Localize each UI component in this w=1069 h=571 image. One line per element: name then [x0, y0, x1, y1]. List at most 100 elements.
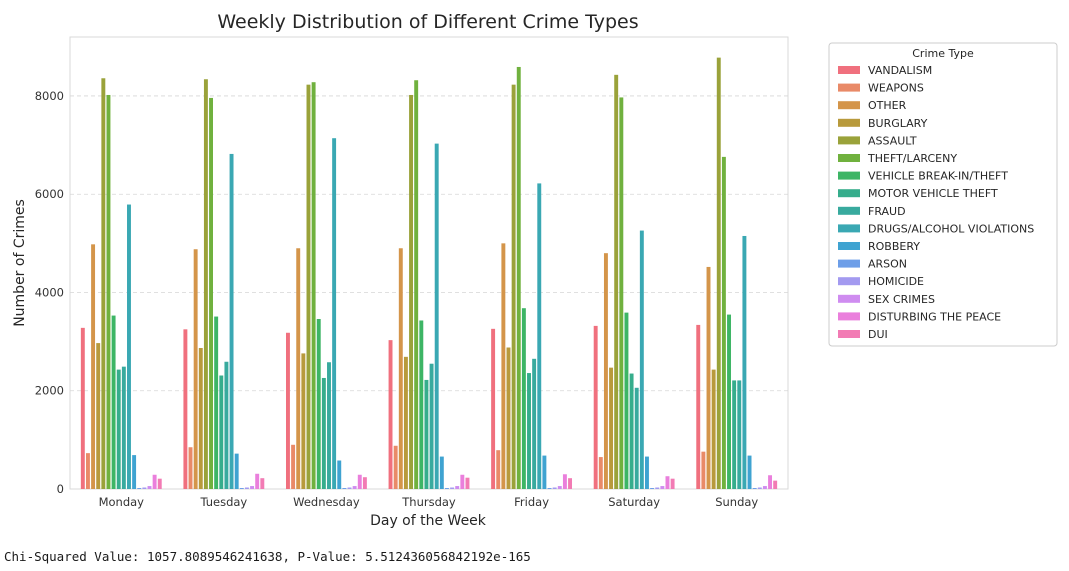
bar [85, 453, 90, 489]
bar [593, 325, 598, 489]
bar [152, 474, 157, 489]
bar [532, 358, 537, 489]
x-axis-ticks: Monday Tuesday Wednesday Thursday Friday Satu… [99, 495, 759, 509]
bar [327, 362, 331, 489]
bar [773, 480, 778, 489]
bar [296, 248, 301, 489]
bar [670, 478, 675, 489]
legend: Crime Type VANDALISM WEAPONS OTHER BURGLARY… [828, 42, 1058, 347]
y-tick-label: 8000 [35, 89, 64, 103]
plot-area [69, 36, 789, 490]
legend-entry: OTHER [868, 99, 907, 112]
bar [624, 312, 629, 489]
bar [696, 324, 701, 489]
legend-swatch [838, 330, 860, 338]
bar [655, 487, 660, 489]
bar [198, 347, 203, 489]
bar [619, 97, 624, 490]
bar [80, 327, 85, 489]
bar [742, 235, 747, 489]
bar [347, 487, 352, 489]
bar [634, 387, 639, 489]
x-tick-label: Sunday [715, 495, 758, 509]
x-tick-label: Tuesday [199, 495, 247, 509]
legend-entry: ROBBERY [868, 240, 920, 253]
bar [111, 315, 116, 489]
bar [398, 248, 403, 489]
legend-entry: WEAPONS [868, 82, 924, 95]
bar [157, 478, 162, 489]
bar [768, 475, 773, 489]
bar [629, 373, 634, 489]
x-axis-label: Day of the Week [370, 513, 487, 529]
bar [337, 460, 342, 489]
bar [609, 367, 614, 489]
bar [711, 369, 716, 489]
bar [537, 183, 542, 489]
legend-entry: SEX CRIMES [868, 293, 935, 306]
bar [357, 474, 362, 489]
bar [516, 66, 521, 489]
bar [434, 143, 439, 489]
bar [639, 230, 644, 489]
legend-swatch [838, 224, 860, 233]
legend-entry: ASSAULT [868, 134, 917, 147]
bar [737, 380, 742, 489]
bar [250, 486, 255, 489]
bar [214, 316, 219, 489]
bar [388, 340, 393, 489]
bar [747, 455, 752, 489]
bar [511, 84, 516, 489]
legend-swatch [838, 171, 860, 180]
bar [116, 369, 121, 489]
legend-entry: ARSON [868, 258, 907, 271]
bar [465, 477, 470, 489]
bar [439, 456, 444, 489]
bar [91, 244, 96, 489]
bar [147, 486, 152, 489]
bar [716, 57, 721, 490]
legend-entry: FRAUD [868, 205, 906, 218]
legend-title: Crime Type [912, 47, 974, 60]
x-tick-label: Thursday [401, 495, 456, 509]
legend-entry: VEHICLE BREAK-IN/THEFT [868, 170, 1008, 183]
legend-entry: VANDALISM [868, 64, 932, 77]
legend-swatch [838, 189, 860, 198]
bar [706, 266, 711, 489]
bar [455, 486, 460, 489]
x-tick-label: Monday [99, 495, 145, 509]
bar [665, 476, 670, 489]
bar [244, 487, 249, 489]
stats-output: Chi-Squared Value: 1057.8089546241638, P… [4, 549, 531, 564]
bar [552, 487, 557, 489]
chart-title: Weekly Distribution of Different Crime T… [217, 11, 638, 33]
bar [127, 204, 131, 489]
bar [409, 94, 414, 490]
bar [352, 486, 357, 489]
bar [762, 486, 767, 489]
legend-swatch [838, 312, 860, 321]
bar [291, 444, 296, 489]
y-tick-label: 6000 [35, 187, 64, 201]
bar [255, 473, 260, 489]
bar [183, 329, 188, 489]
bar [501, 243, 506, 489]
x-tick-label: Saturday [608, 495, 660, 509]
bar [650, 488, 655, 489]
y-tick-label: 0 [57, 482, 64, 496]
bar [752, 488, 757, 489]
bar [142, 487, 147, 489]
bar [229, 153, 234, 490]
legend-entry: DUI [868, 328, 888, 341]
bar [219, 375, 224, 489]
bar [527, 373, 531, 489]
bar [209, 97, 213, 489]
bar [239, 488, 244, 489]
bar [547, 488, 552, 489]
bar [286, 332, 290, 489]
bar [562, 474, 567, 489]
bar [311, 82, 316, 489]
legend-swatch [838, 206, 860, 215]
bar [721, 156, 726, 489]
bar [757, 487, 762, 489]
